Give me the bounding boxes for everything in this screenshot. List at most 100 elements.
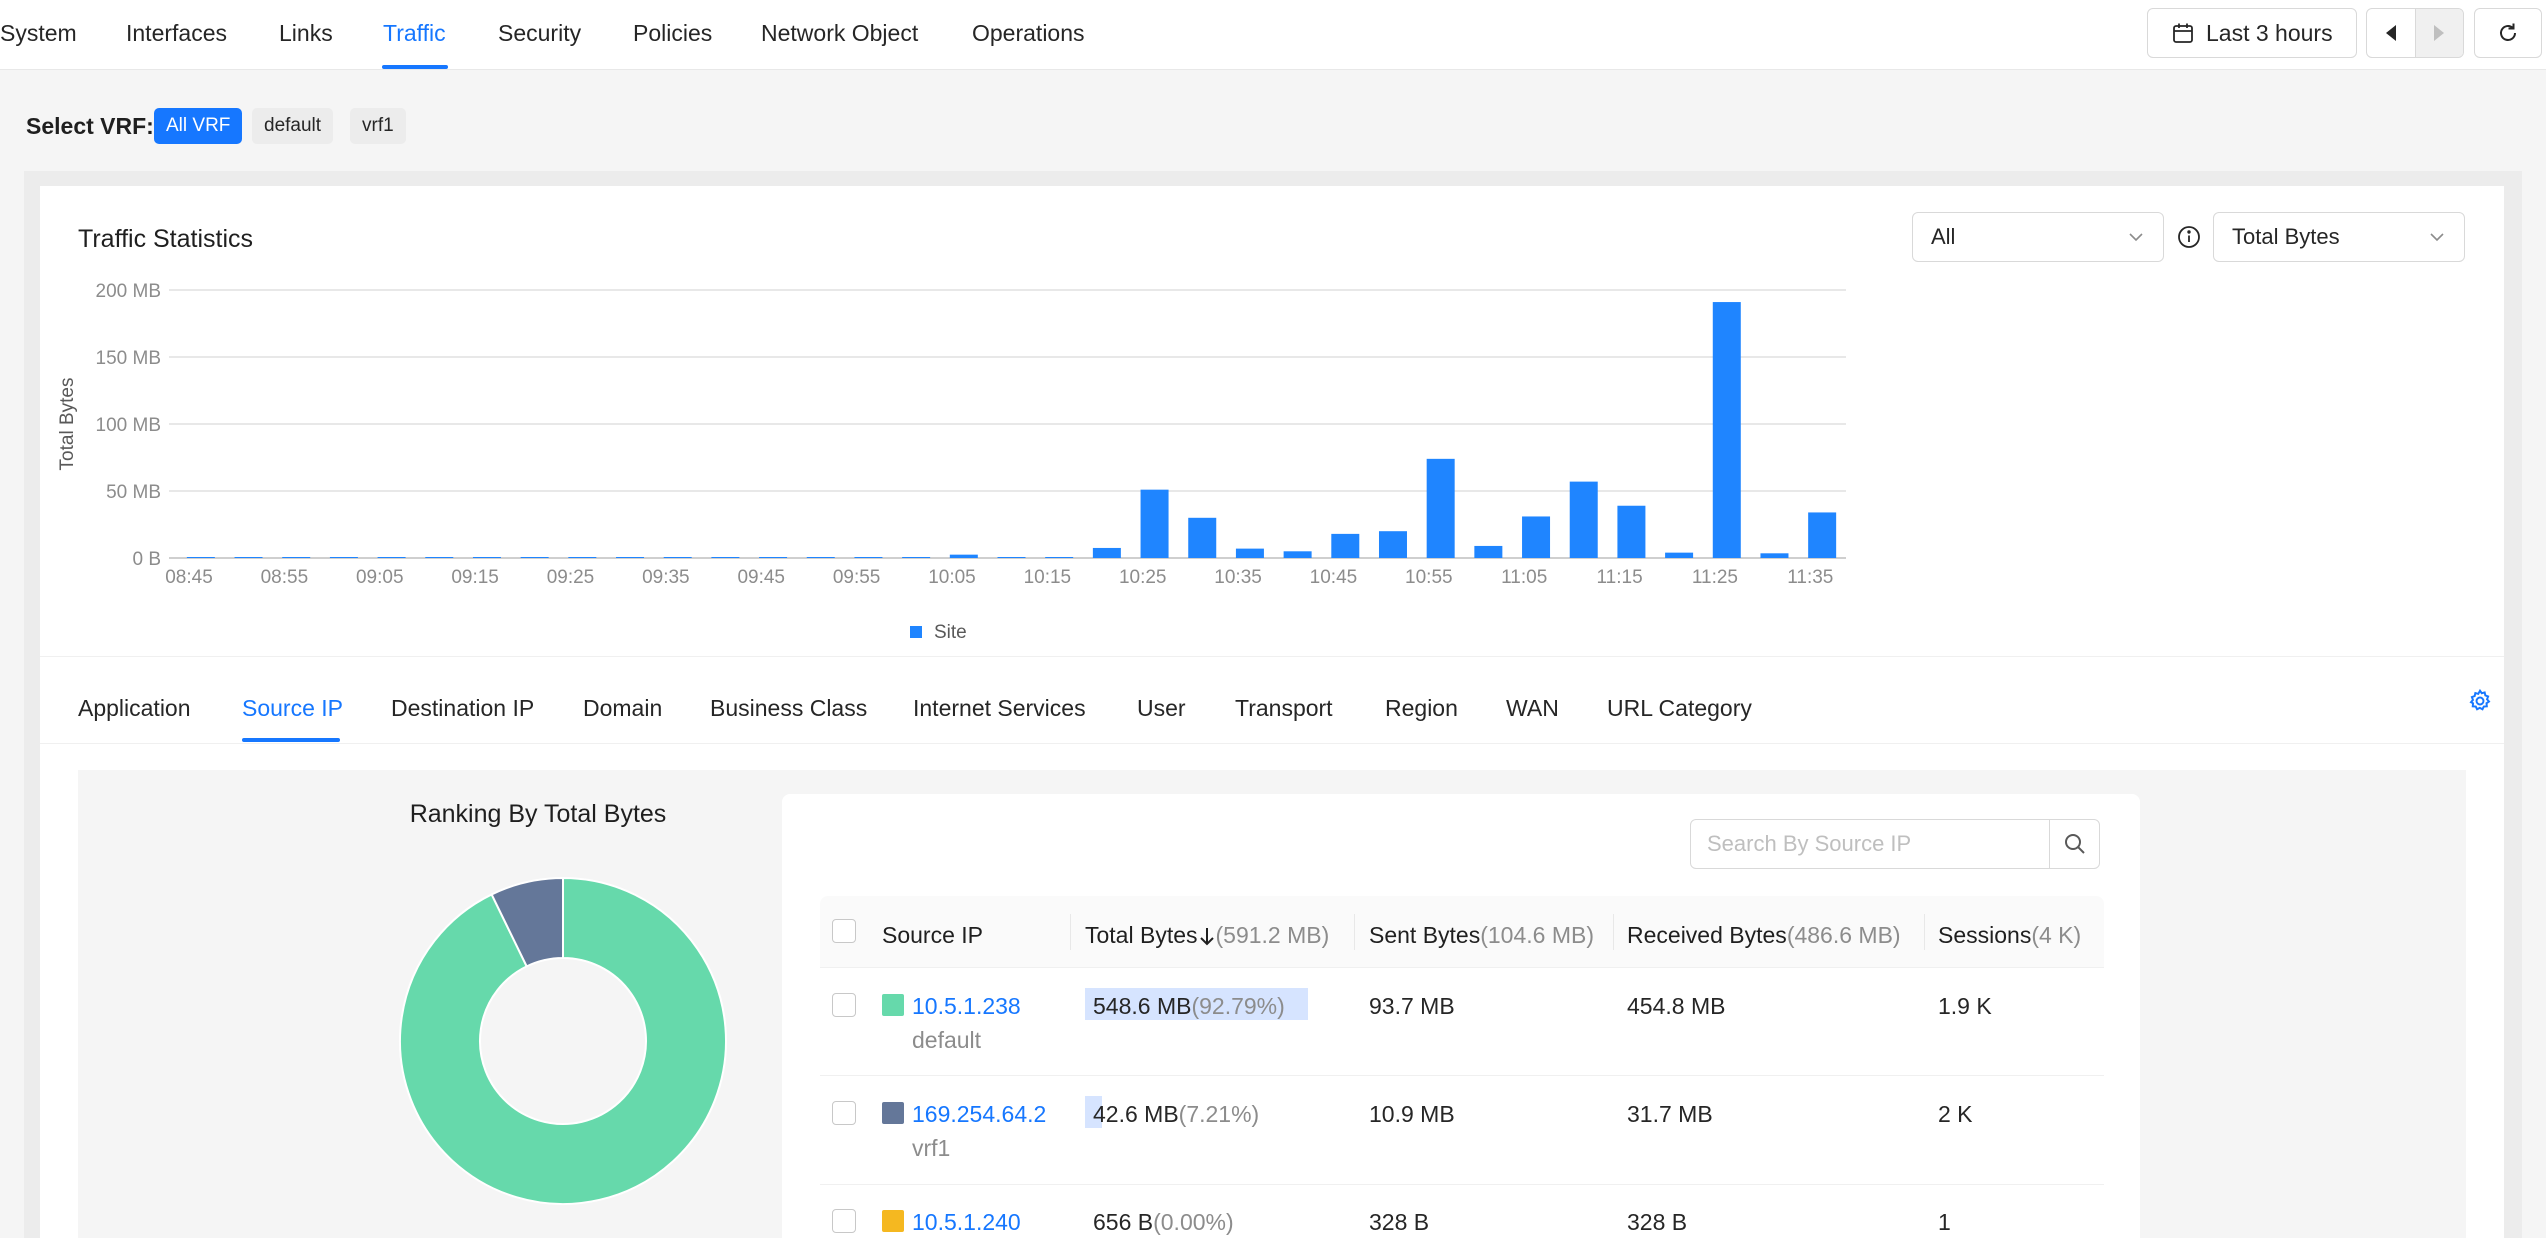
metric-select[interactable]: Total Bytes — [2213, 212, 2465, 262]
row-sessions: 2 K — [1938, 1101, 1973, 1127]
subtab-internet-services[interactable]: Internet Services — [913, 695, 1086, 721]
x-tick-label: 11:35 — [1787, 567, 1833, 588]
subtab-divider — [40, 743, 2504, 744]
x-tick-label: 10:45 — [1310, 567, 1358, 588]
chart-bar — [186, 557, 215, 558]
chart-bar — [711, 557, 740, 558]
tab-network-object[interactable]: Network Object — [761, 20, 919, 46]
info-icon[interactable] — [2177, 225, 2201, 249]
donut-slice[interactable] — [490, 876, 564, 968]
chart-bar — [520, 557, 549, 558]
gear-icon[interactable] — [2467, 688, 2493, 714]
row-received-bytes: 31.7 MB — [1627, 1101, 1713, 1127]
tab-links[interactable]: Links — [279, 20, 333, 46]
row-checkbox[interactable] — [832, 1101, 856, 1125]
chart-bar — [1045, 557, 1074, 558]
x-tick-label: 10:55 — [1405, 567, 1453, 588]
column-divider — [1924, 914, 1925, 950]
row-received-bytes: 454.8 MB — [1627, 993, 1726, 1019]
row-total-bytes: 42.6 MB(7.21%) — [1093, 1101, 1260, 1127]
chart-bar — [1331, 533, 1360, 558]
ranking-title: Ranking By Total Bytes — [409, 800, 667, 828]
tab-interfaces[interactable]: Interfaces — [126, 20, 227, 46]
x-tick-label: 09:15 — [451, 567, 499, 588]
tab-traffic[interactable]: Traffic — [383, 20, 446, 46]
subtab-source-ip[interactable]: Source IP — [242, 695, 343, 721]
x-tick-label: 10:05 — [928, 567, 976, 588]
chart-bar — [1426, 458, 1455, 558]
tab-operations[interactable]: Operations — [972, 20, 1085, 46]
tab-system[interactable]: System — [0, 20, 77, 46]
caret-right-icon — [2434, 25, 2445, 41]
column-sessions[interactable]: Sessions(4 K) — [1938, 922, 2082, 948]
subtab-wan[interactable]: WAN — [1506, 695, 1559, 721]
column-total-bytes[interactable]: Total Bytes (591.2 MB) — [1085, 922, 1330, 948]
metric-select-value: Total Bytes — [2232, 224, 2340, 249]
column-received-bytes[interactable]: Received Bytes(486.6 MB) — [1627, 922, 1901, 948]
previous-period-button[interactable] — [2367, 9, 2415, 57]
row-source-ip-link[interactable]: 10.5.1.240 — [912, 1209, 1021, 1235]
y-tick-label: 0 B — [132, 549, 161, 570]
search-box — [1690, 819, 2100, 869]
tab-policies[interactable]: Policies — [633, 20, 713, 46]
search-button[interactable] — [2049, 820, 2099, 868]
tab-security[interactable]: Security — [498, 20, 582, 46]
row-sessions: 1.9 K — [1938, 993, 1992, 1019]
row-checkbox[interactable] — [832, 993, 856, 1017]
subtab-business-class[interactable]: Business Class — [710, 695, 868, 721]
chart-bar — [1235, 548, 1264, 558]
row-checkbox[interactable] — [832, 1209, 856, 1233]
vrf-option-all[interactable]: All VRF — [154, 108, 243, 144]
chart-bar — [1378, 531, 1407, 558]
donut-slice[interactable] — [399, 876, 727, 1205]
x-tick-label: 09:25 — [547, 567, 595, 588]
row-total-bytes: 548.6 MB(92.79%) — [1093, 993, 1285, 1019]
row-received-bytes: 328 B — [1627, 1209, 1688, 1235]
row-divider — [820, 1184, 2104, 1185]
subtab-url-category[interactable]: URL Category — [1607, 695, 1752, 721]
active-subtab-indicator — [242, 738, 340, 742]
column-source-ip[interactable]: Source IP — [882, 922, 983, 948]
subtab-transport[interactable]: Transport — [1235, 695, 1333, 721]
chart-bar — [806, 557, 835, 558]
table-header — [820, 896, 2104, 968]
chart-bar — [616, 557, 645, 558]
chart-bar — [1188, 517, 1217, 558]
refresh-button[interactable] — [2474, 8, 2542, 58]
x-tick-label: 09:45 — [737, 567, 785, 588]
chart-bar — [1522, 516, 1551, 558]
y-tick-label: 150 MB — [96, 348, 161, 369]
chart-bar — [1474, 545, 1503, 558]
calendar-icon — [2173, 23, 2193, 43]
filter-select[interactable]: All — [1912, 212, 2164, 262]
row-source-ip-link[interactable]: 169.254.64.2 — [912, 1101, 1047, 1127]
subtab-application[interactable]: Application — [78, 695, 191, 721]
chart-bar — [949, 554, 978, 558]
x-tick-label: 08:45 — [165, 567, 213, 588]
chart-bar — [329, 557, 358, 558]
chart-bar — [1712, 302, 1741, 558]
row-total-bytes: 656 B(0.00%) — [1093, 1209, 1234, 1235]
subtab-destination-ip[interactable]: Destination IP — [391, 695, 535, 721]
column-divider — [1613, 914, 1614, 950]
select-all-checkbox[interactable] — [832, 919, 856, 943]
caret-left-icon — [2385, 25, 2396, 41]
y-tick-label: 200 MB — [96, 281, 161, 302]
vrf-option-vrf1[interactable]: vrf1 — [350, 108, 406, 144]
next-period-button[interactable] — [2414, 9, 2463, 57]
chevron-down-icon — [2430, 233, 2444, 242]
subtab-region[interactable]: Region — [1385, 695, 1458, 721]
row-source-ip-link[interactable]: 10.5.1.238 — [912, 993, 1021, 1019]
subtab-domain[interactable]: Domain — [583, 695, 663, 721]
chart-bar — [1092, 547, 1121, 558]
vrf-label: Select VRF: — [26, 113, 154, 139]
subtab-user[interactable]: User — [1137, 695, 1186, 721]
vrf-option-default[interactable]: default — [252, 108, 334, 144]
time-range-button[interactable]: Last 3 hours — [2147, 8, 2357, 58]
column-sent-bytes[interactable]: Sent Bytes(104.6 MB) — [1369, 922, 1594, 948]
chart-bar — [997, 557, 1026, 558]
row-vrf: vrf1 — [912, 1135, 951, 1161]
y-axis-title: Total Bytes — [57, 378, 78, 471]
traffic-bar-chart: 0 B 50 MB 100 MB 150 MB 200 MB Total Bytes 08:… — [57, 281, 1846, 643]
search-input[interactable] — [1691, 820, 2049, 868]
